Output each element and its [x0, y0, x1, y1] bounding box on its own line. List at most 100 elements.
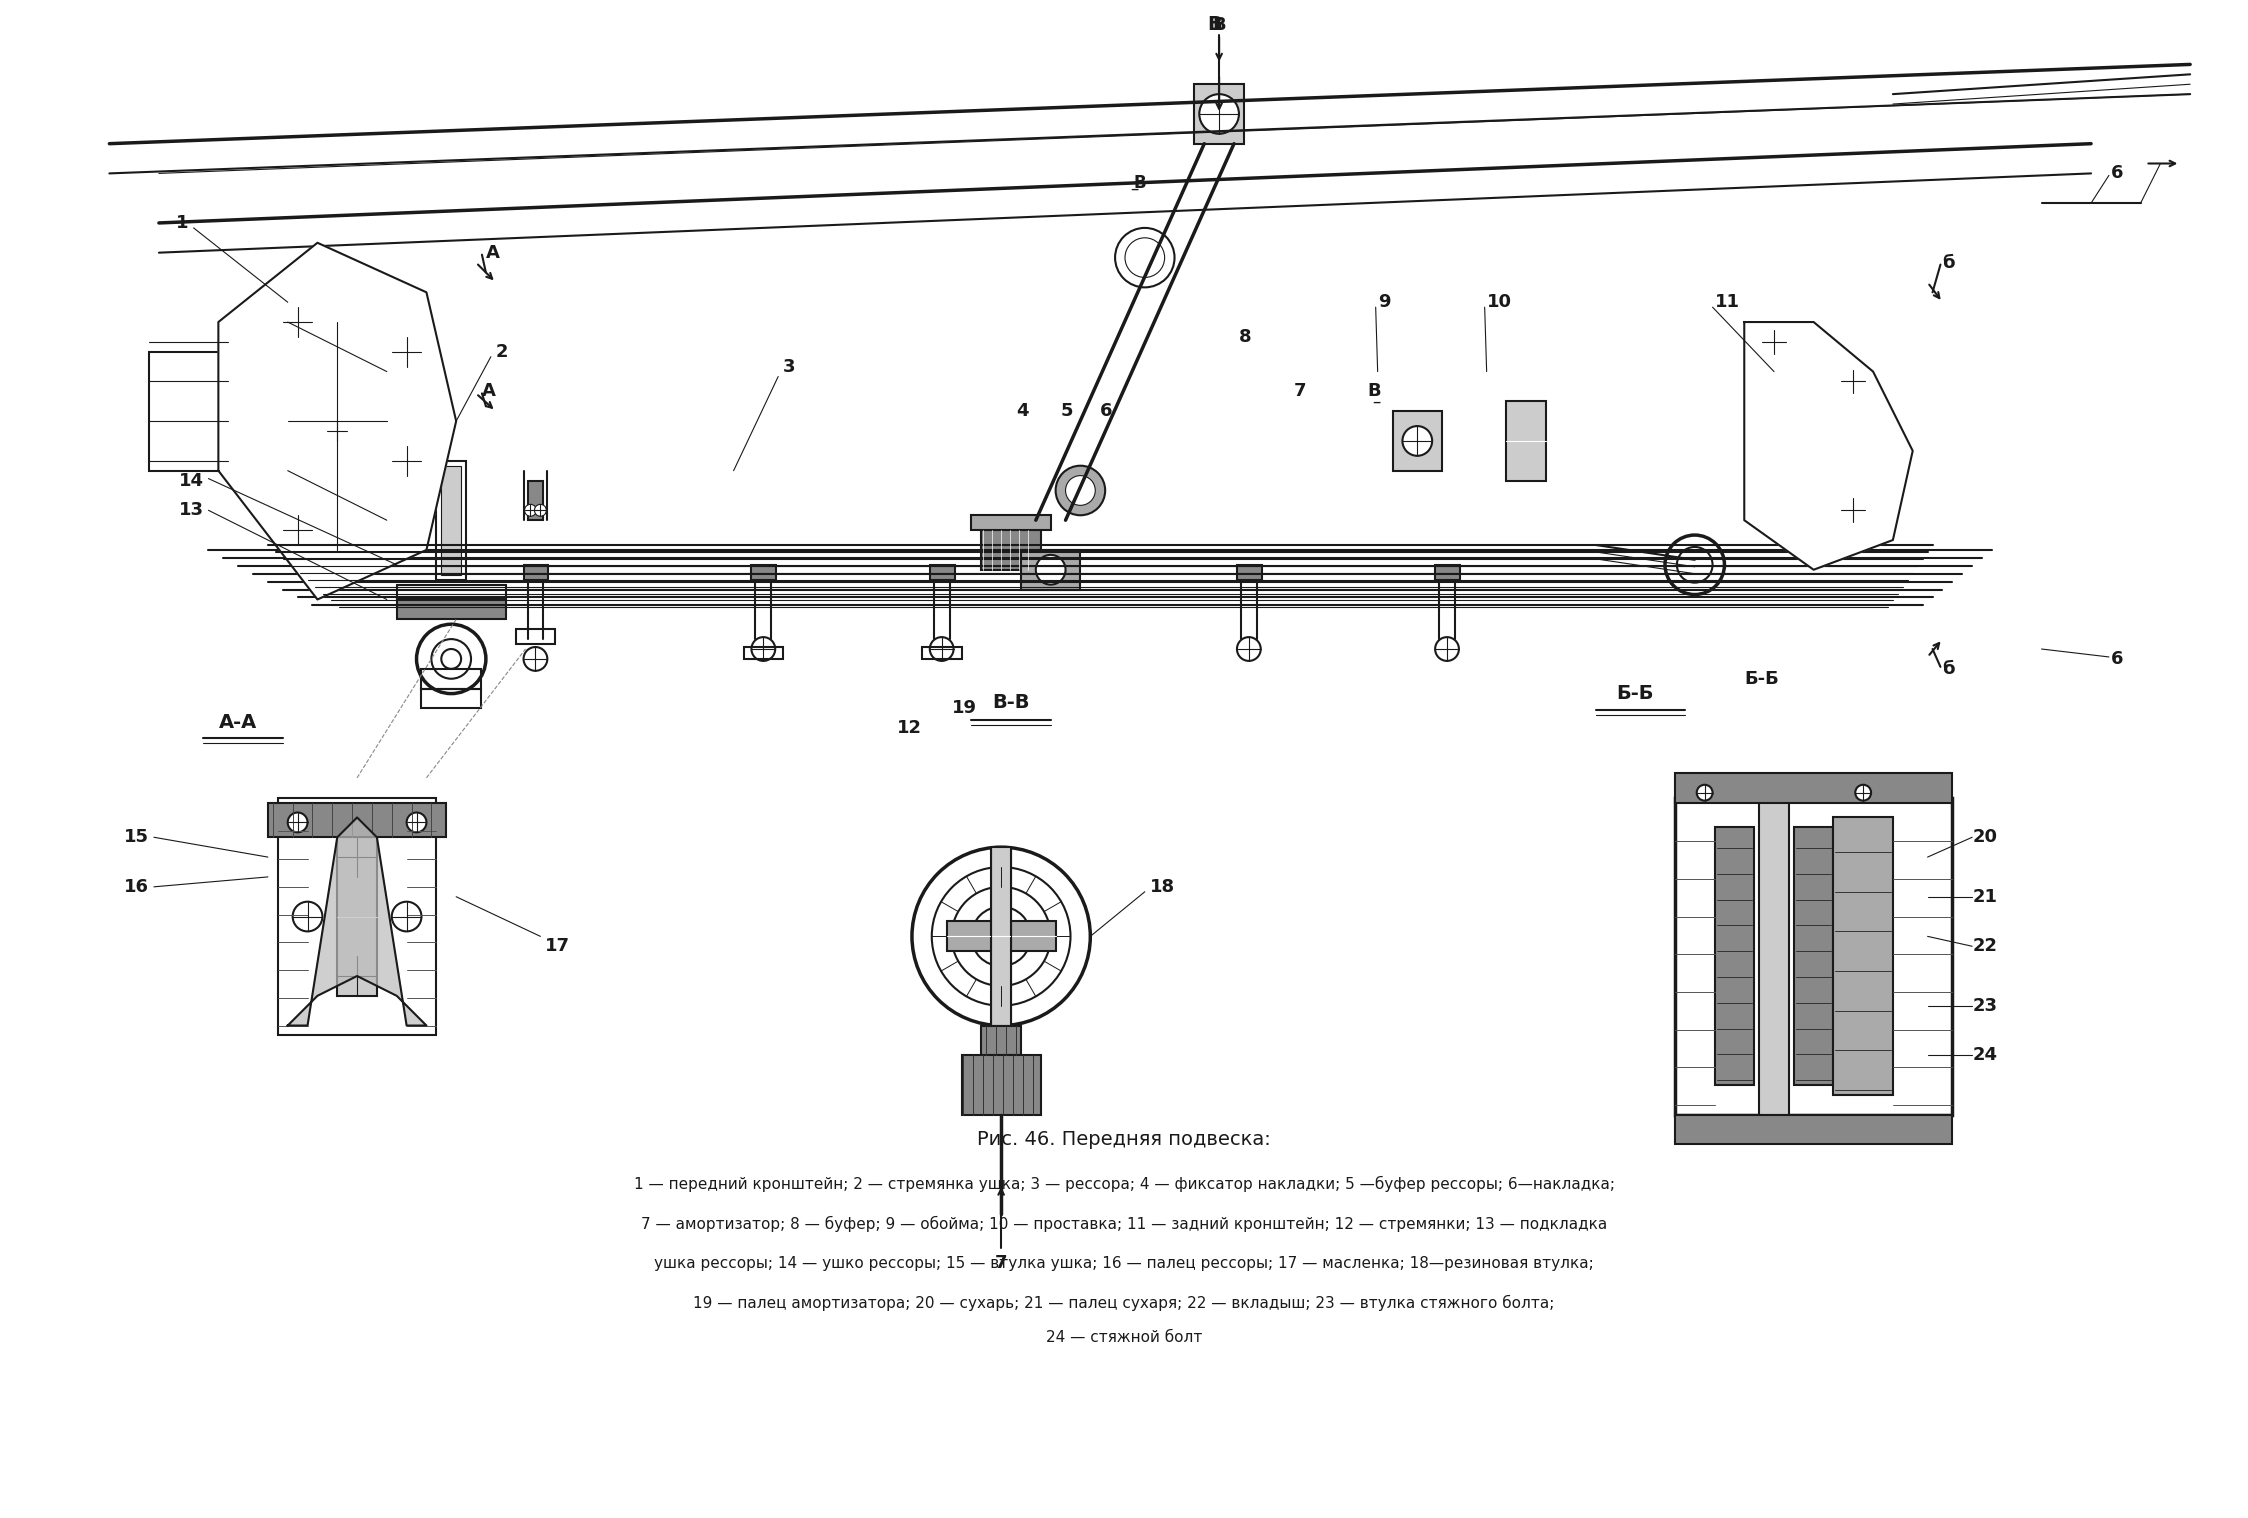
Text: 2: 2 [497, 343, 508, 361]
Circle shape [1236, 638, 1261, 660]
Bar [931, 565, 955, 580]
Bar [1675, 773, 1951, 803]
Text: 21: 21 [1971, 888, 1996, 906]
Circle shape [535, 504, 546, 516]
Circle shape [931, 638, 953, 660]
Text: А-А: А-А [218, 713, 256, 732]
Circle shape [951, 887, 1050, 985]
Bar [268, 803, 447, 838]
Circle shape [1762, 329, 1785, 354]
Circle shape [1697, 785, 1713, 800]
Text: 24 — стяжной болт: 24 — стяжной болт [1045, 1330, 1203, 1345]
Circle shape [416, 624, 486, 694]
Text: 20: 20 [1971, 829, 1996, 846]
Text: б: б [1942, 254, 1956, 272]
Circle shape [1036, 556, 1066, 584]
Circle shape [288, 812, 308, 832]
Text: 6: 6 [2111, 164, 2124, 182]
Circle shape [1403, 427, 1432, 455]
Bar [148, 352, 229, 471]
Bar [436, 461, 465, 580]
Circle shape [283, 515, 312, 545]
Circle shape [407, 812, 427, 832]
Bar [1760, 797, 1789, 1114]
Text: 19 — палец амортизатора; 20 — сухарь; 21 — палец сухаря; 22 — вкладыш; 23 — втул: 19 — палец амортизатора; 20 — сухарь; 21… [692, 1295, 1556, 1312]
Bar [1194, 83, 1243, 144]
Circle shape [1066, 475, 1095, 505]
Circle shape [1115, 228, 1173, 287]
Bar [946, 921, 1057, 952]
Bar [420, 689, 481, 709]
Bar [515, 628, 555, 644]
Bar [337, 838, 378, 996]
Text: 16: 16 [124, 877, 148, 896]
Text: 14: 14 [178, 472, 205, 490]
Text: 1: 1 [175, 214, 189, 232]
Bar [744, 647, 782, 659]
Bar [1675, 1114, 1951, 1145]
Text: 7: 7 [996, 1254, 1007, 1272]
Text: –: – [1374, 392, 1380, 410]
Text: 10: 10 [1486, 293, 1511, 311]
Text: 12: 12 [897, 720, 922, 738]
Circle shape [1666, 534, 1724, 595]
Text: 13: 13 [178, 501, 205, 519]
Text: B: B [1207, 15, 1221, 35]
Circle shape [391, 337, 420, 367]
Text: 6: 6 [1099, 402, 1113, 420]
Bar [982, 530, 1041, 569]
Bar [1715, 827, 1753, 1085]
Bar [396, 584, 506, 600]
Text: 7 — амортизатор; 8 — буфер; 9 — обойма; 10 — проставка; 11 — задний кронштейн; 1: 7 — амортизатор; 8 — буфер; 9 — обойма; … [641, 1216, 1607, 1231]
Circle shape [1057, 466, 1106, 515]
Text: Б-Б: Б-Б [1616, 683, 1655, 703]
Circle shape [1855, 785, 1870, 800]
Circle shape [391, 902, 420, 932]
Bar [1675, 797, 1951, 1114]
Text: Б-Б: Б-Б [1744, 669, 1778, 688]
Text: 7: 7 [1293, 383, 1306, 401]
Text: Рис. 46. Передняя подвеска:: Рис. 46. Передняя подвеска: [978, 1129, 1270, 1149]
Bar [922, 647, 962, 659]
Text: 17: 17 [546, 937, 571, 955]
Bar [524, 565, 549, 580]
Text: –: – [1131, 179, 1140, 197]
Circle shape [971, 906, 1032, 965]
Circle shape [328, 420, 346, 440]
Bar [528, 481, 544, 521]
Circle shape [1434, 638, 1459, 660]
Text: B: B [1212, 15, 1225, 33]
Circle shape [524, 504, 537, 516]
Circle shape [751, 638, 776, 660]
Text: 6: 6 [2111, 650, 2124, 668]
Circle shape [432, 639, 472, 679]
Text: A: A [486, 244, 499, 261]
Bar [991, 847, 1012, 1026]
Bar [1392, 411, 1441, 471]
Bar [1021, 550, 1081, 589]
Text: 23: 23 [1971, 997, 1996, 1014]
Text: 22: 22 [1971, 937, 1996, 955]
Bar [1834, 818, 1893, 1094]
Text: B: B [1367, 383, 1380, 401]
Bar [982, 1026, 1021, 1055]
Bar [1506, 401, 1547, 481]
Circle shape [337, 956, 378, 996]
Polygon shape [1744, 322, 1913, 569]
Text: 18: 18 [1149, 877, 1176, 896]
Bar [1794, 827, 1834, 1085]
Polygon shape [218, 243, 456, 600]
Circle shape [391, 446, 420, 475]
Text: 8: 8 [1239, 328, 1252, 346]
Text: 24: 24 [1971, 1046, 1996, 1064]
Circle shape [292, 902, 321, 932]
Text: 3: 3 [782, 358, 796, 375]
Bar [396, 600, 506, 619]
Text: 1 — передний кронштейн; 2 — стремянка ушка; 3 — рессора; 4 — фиксатор накладки; : 1 — передний кронштейн; 2 — стремянка уш… [634, 1176, 1614, 1192]
Circle shape [441, 650, 461, 669]
Bar [751, 565, 776, 580]
Circle shape [1841, 369, 1866, 393]
Circle shape [1198, 94, 1239, 134]
Text: 15: 15 [124, 829, 148, 846]
Polygon shape [288, 818, 427, 1026]
